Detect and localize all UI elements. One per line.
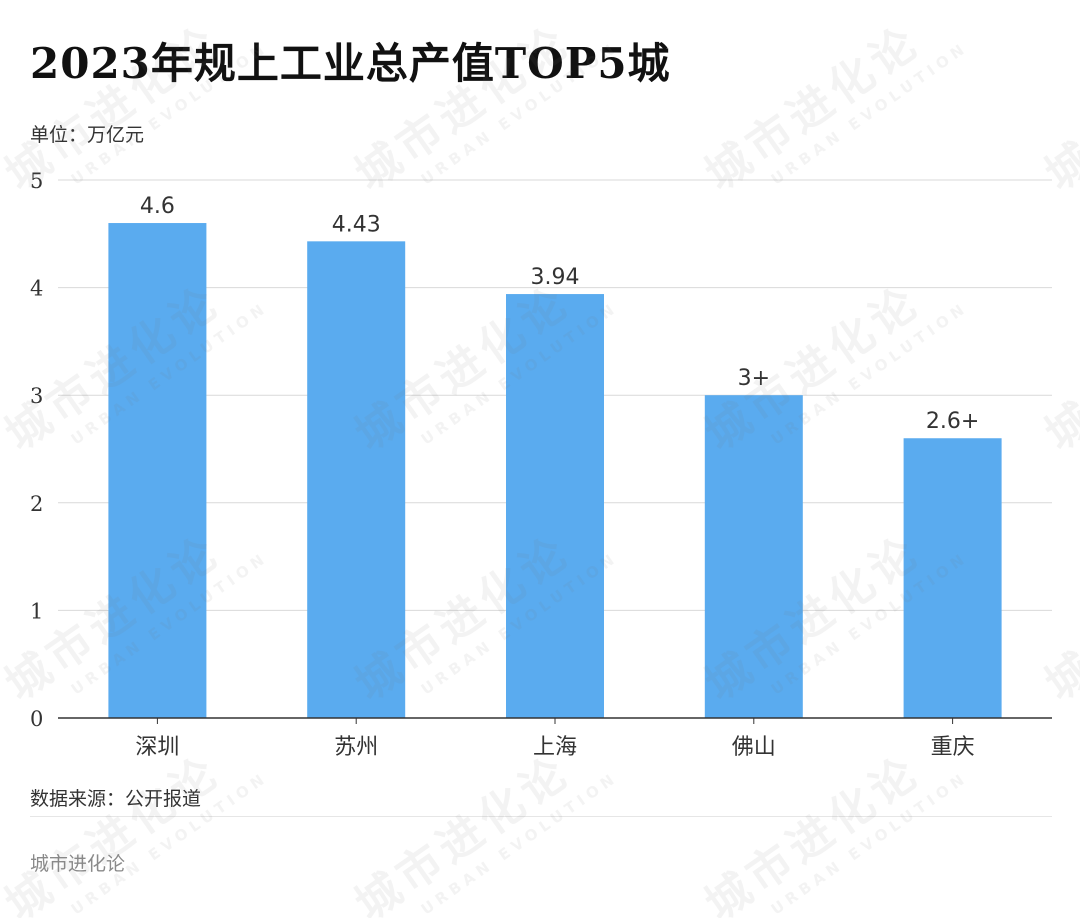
chart-title: 2023年规上工业总产值TOP5城 [30,39,671,88]
y-tick-label: 0 [30,707,43,731]
bar [506,294,604,718]
x-tick-label: 上海 [533,735,577,760]
footer-divider [30,816,1052,817]
brand-footer: 城市进化论 [30,853,126,875]
data-label: 3.94 [531,265,580,290]
x-tick-label: 苏州 [334,735,378,760]
axes [58,717,1052,724]
data-label: 3+ [738,366,770,391]
bar [307,241,406,718]
bars [108,223,1002,719]
data-label: 4.43 [332,212,381,237]
x-tick-label: 深圳 [135,735,179,760]
y-tick-label: 5 [30,169,43,193]
y-tick-label: 4 [30,277,43,301]
y-tick-label: 1 [30,599,43,623]
unit-label: 单位：万亿元 [30,124,145,146]
bar [108,223,207,719]
y-tick-label: 2 [30,492,43,516]
bar [903,438,1002,718]
y-tick-label: 3 [30,384,43,408]
bar [704,395,803,718]
data-label: 2.6+ [926,409,979,434]
data-source-note: 数据来源：公开报道 [30,788,202,810]
x-tick-label: 重庆 [931,735,975,760]
x-tick-label: 佛山 [732,735,776,760]
data-label: 4.6 [140,194,175,219]
labels: 0 1 2 3 4 5 4.6 深圳 4.43 苏州 3.94 上海 3+ 佛山 2.6+ 重庆 [30,169,979,760]
